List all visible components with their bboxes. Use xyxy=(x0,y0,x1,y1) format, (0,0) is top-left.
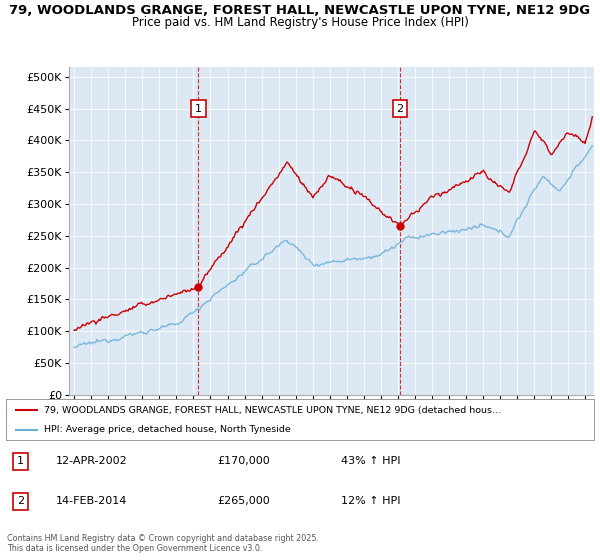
Text: 79, WOODLANDS GRANGE, FOREST HALL, NEWCASTLE UPON TYNE, NE12 9DG: 79, WOODLANDS GRANGE, FOREST HALL, NEWCA… xyxy=(10,4,590,17)
Text: 2: 2 xyxy=(397,104,404,114)
Text: HPI: Average price, detached house, North Tyneside: HPI: Average price, detached house, Nort… xyxy=(44,425,291,434)
Text: 43% ↑ HPI: 43% ↑ HPI xyxy=(341,456,401,466)
Text: 14-FEB-2014: 14-FEB-2014 xyxy=(56,496,127,506)
Text: 79, WOODLANDS GRANGE, FOREST HALL, NEWCASTLE UPON TYNE, NE12 9DG (detached hous…: 79, WOODLANDS GRANGE, FOREST HALL, NEWCA… xyxy=(44,405,502,414)
Text: 1: 1 xyxy=(195,104,202,114)
Text: 12% ↑ HPI: 12% ↑ HPI xyxy=(341,496,401,506)
Text: £265,000: £265,000 xyxy=(218,496,271,506)
Text: Price paid vs. HM Land Registry's House Price Index (HPI): Price paid vs. HM Land Registry's House … xyxy=(131,16,469,29)
Text: 2: 2 xyxy=(17,496,24,506)
Text: Contains HM Land Registry data © Crown copyright and database right 2025.
This d: Contains HM Land Registry data © Crown c… xyxy=(7,534,319,553)
Text: £170,000: £170,000 xyxy=(218,456,271,466)
Text: 12-APR-2002: 12-APR-2002 xyxy=(56,456,128,466)
Text: 1: 1 xyxy=(17,456,24,466)
